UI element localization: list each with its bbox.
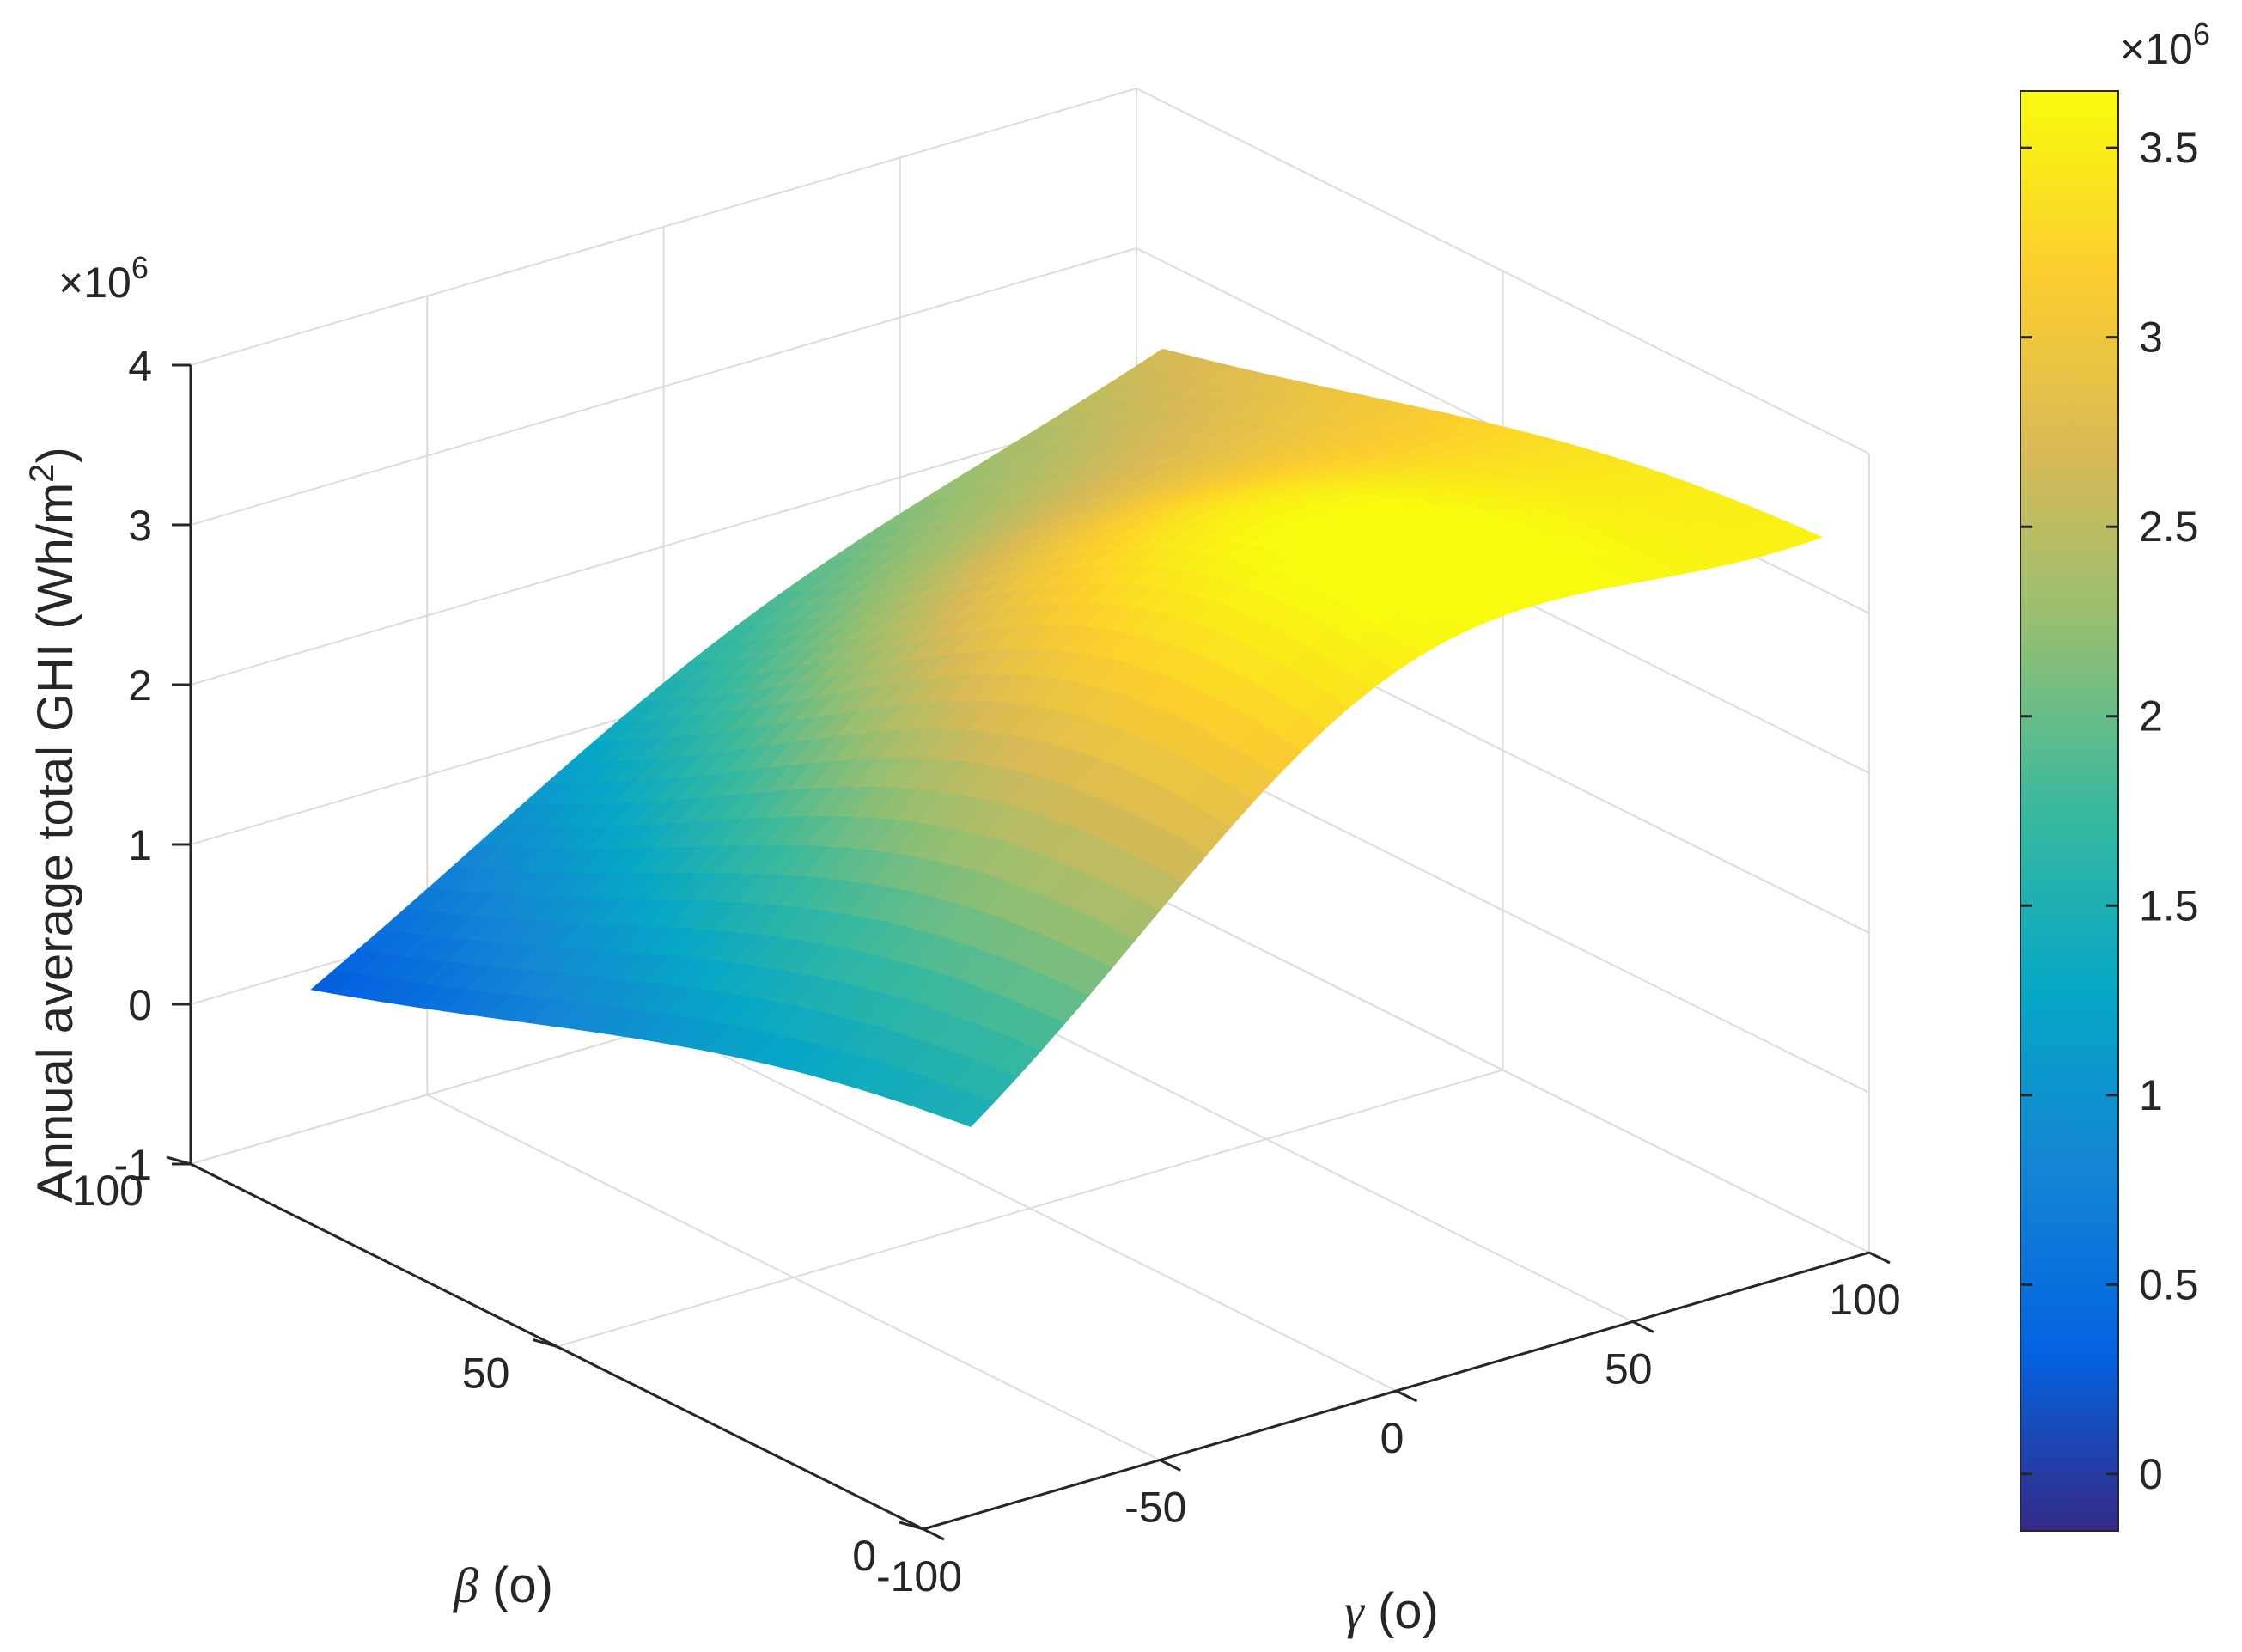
x-tick — [1632, 1320, 1654, 1333]
y-tick — [533, 1338, 557, 1348]
x-tick — [1868, 1251, 1891, 1265]
colorbar-exponent-label: ×106 — [2120, 16, 2210, 73]
x-tick-label: 50 — [1605, 1345, 1653, 1393]
colorbar-tick-label: 3.5 — [2139, 124, 2199, 172]
colorbar-tick-label: 0.5 — [2139, 1260, 2199, 1308]
colorbar-tick-label: 1.5 — [2139, 881, 2199, 930]
y-axis-label: β (o) — [453, 1558, 553, 1613]
y-tick — [899, 1521, 924, 1531]
colorbar — [2020, 90, 2119, 1532]
x-tick — [1395, 1389, 1418, 1403]
colorbar-tick-label: 2.5 — [2139, 503, 2199, 551]
y-tick-label: 0 — [852, 1532, 876, 1580]
grid-line — [557, 1069, 1503, 1348]
x-axis-label: γ (o) — [1344, 1583, 1439, 1639]
ghi-surface — [310, 348, 1824, 1127]
z-axis-label: Annual average total GHI (Wh/m2) — [23, 447, 83, 1203]
x-tick — [1159, 1459, 1181, 1472]
z-exponent-label: ×106 — [58, 250, 149, 307]
z-tick-label: -1 — [114, 1141, 152, 1189]
z-tick-label: 1 — [128, 821, 152, 869]
tick-labels: -1 0 1 2 3 4 0 50 100 -100 -50 0 50 100 — [72, 342, 1901, 1600]
z-tick-label: 0 — [128, 981, 152, 1029]
colorbar-tick-label: 1 — [2139, 1071, 2163, 1119]
colorbar-tick-label: 0 — [2139, 1450, 2163, 1498]
colorbar-tick-label: 2 — [2139, 692, 2163, 741]
x-tick-label: -100 — [876, 1552, 962, 1600]
x-tick — [923, 1527, 945, 1541]
z-tick-label: 4 — [128, 342, 152, 390]
x-tick-label: 0 — [1380, 1414, 1404, 1462]
x-tick-label: 100 — [1829, 1276, 1900, 1324]
y-tick-label: 50 — [462, 1350, 510, 1398]
colorbar-tick-label: 3 — [2139, 314, 2163, 362]
z-tick-label: 2 — [128, 661, 152, 710]
y-tick-label: 100 — [72, 1167, 143, 1215]
surface-patch — [1137, 348, 1186, 371]
y-tick — [166, 1155, 192, 1166]
x-tick-label: -50 — [1124, 1484, 1186, 1532]
colorbar-ticks: 0 0.5 1 1.5 2 2.5 3 3.5 — [2020, 124, 2199, 1498]
z-tick-label: 3 — [128, 502, 152, 550]
